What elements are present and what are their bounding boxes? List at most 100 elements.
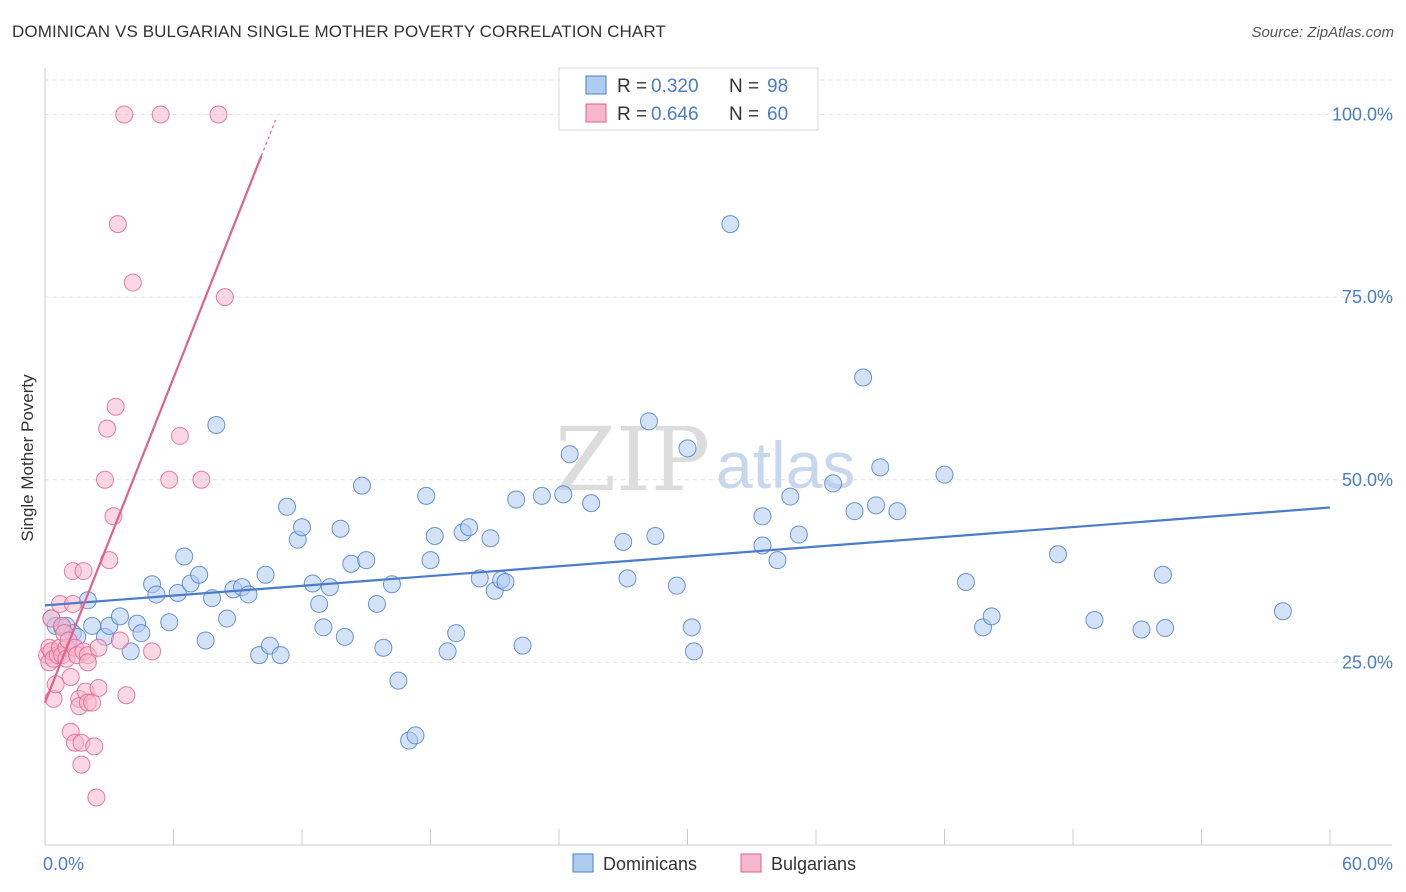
gridlines <box>45 79 1392 663</box>
dominicans-point <box>421 551 440 570</box>
bottom-legend-dominicans: Dominicans <box>603 854 697 874</box>
bulgarians-point <box>160 470 179 489</box>
dominicans-point <box>147 585 166 604</box>
legend-n-value-bulgarians: 60 <box>767 104 788 125</box>
dominicans-point <box>335 627 354 646</box>
dominicans-point <box>678 439 697 458</box>
y-tick-label: 50.0% <box>1342 470 1393 490</box>
dominicans-point <box>168 583 187 602</box>
dominicans-point <box>218 609 237 628</box>
bulgarians-point <box>74 562 93 581</box>
bulgarians-point <box>115 105 134 124</box>
bottom-legend-bulgarians: Bulgarians <box>771 854 856 874</box>
bulgarians-point <box>108 215 127 234</box>
watermark: ZIP atlas <box>555 408 855 511</box>
y-tick-label: 100.0% <box>1332 105 1393 125</box>
bulgarians-point <box>72 755 91 774</box>
dominicans-point <box>753 507 772 526</box>
dominicans-point <box>175 547 194 566</box>
bottom-legend: Dominicans Bulgarians <box>572 853 856 874</box>
watermark-zip: ZIP <box>555 408 710 511</box>
dominicans-point <box>866 496 885 515</box>
dominicans-point <box>293 518 311 537</box>
dominicans-point <box>331 519 350 538</box>
bulgarians-trend-line <box>43 155 263 703</box>
dominicans-point <box>367 594 386 613</box>
bulgarians-point <box>95 470 114 489</box>
dominicans-point <box>639 412 658 431</box>
legend-r-value-dominicans: 0.320 <box>651 76 699 97</box>
bulgarians-point <box>110 631 129 650</box>
dominicans-point <box>682 618 701 637</box>
dominicans-point <box>160 613 179 632</box>
bottom-legend-swatch-bulgarians <box>740 853 762 873</box>
source-label: Source: ZipAtlas.com <box>1251 24 1394 41</box>
dominicans-point <box>789 525 808 544</box>
legend-swatch-dominicans <box>585 75 607 95</box>
axes <box>44 68 1392 846</box>
dominicans-point <box>871 458 890 477</box>
bulgarians-point <box>209 105 228 124</box>
dominicans-point <box>190 565 209 584</box>
bulgarians-point <box>85 737 104 756</box>
dominicans-trend-line <box>44 506 1331 607</box>
dominicans-point <box>352 476 371 495</box>
dominicans-point <box>1273 602 1292 621</box>
dominicans-point <box>357 551 376 570</box>
dominicans-point <box>196 631 215 650</box>
bulgarians-point <box>215 288 234 307</box>
y-tick-label: 25.0% <box>1342 652 1393 672</box>
dominicans-point <box>888 502 907 521</box>
dominicans-point <box>582 494 601 513</box>
bulgarians-point <box>170 426 189 445</box>
bulgarians-point <box>106 397 125 416</box>
dominicans-point <box>207 415 226 434</box>
dominicans-point <box>374 638 393 657</box>
bulgarians-trend-extension <box>260 117 277 157</box>
chart-title: DOMINICAN VS BULGARIAN SINGLE MOTHER POV… <box>12 22 666 41</box>
dominicans-points <box>42 215 1292 750</box>
dominicans-point <box>560 445 579 464</box>
dominicans-point <box>507 490 526 509</box>
bulgarians-point <box>151 105 170 124</box>
dominicans-point <box>447 624 466 643</box>
dominicans-point <box>614 532 633 551</box>
dominicans-point <box>768 551 787 570</box>
bulgarians-point <box>143 642 162 661</box>
bulgarians-point <box>89 678 108 697</box>
dominicans-point <box>438 642 457 661</box>
dominicans-point <box>667 576 686 595</box>
dominicans-point <box>1156 619 1175 638</box>
dominicans-point <box>618 569 637 588</box>
dominicans-point <box>460 518 479 537</box>
bulgarians-point <box>87 788 106 807</box>
dominicans-point <box>646 527 665 546</box>
dominicans-point <box>314 618 333 637</box>
dominicans-point <box>824 474 843 493</box>
dominicans-point <box>110 607 129 626</box>
bulgarians-point <box>192 470 211 489</box>
dominicans-point <box>935 465 954 484</box>
legend-r-label-bulgarians: R = <box>617 104 647 125</box>
dominicans-point <box>132 624 151 643</box>
legend-n-value-dominicans: 98 <box>767 76 788 97</box>
dominicans-point <box>121 642 140 661</box>
dominicans-point <box>256 565 275 584</box>
legend-box: R = 0.320 N = 98 R = 0.646 N = 60 <box>558 67 819 131</box>
dominicans-point <box>982 607 1001 626</box>
y-tick-labels: 25.0% 50.0% 75.0% 100.0% <box>1332 105 1393 673</box>
dominicans-point <box>1085 611 1104 630</box>
dominicans-point <box>425 527 444 546</box>
dominicans-point <box>1049 545 1068 564</box>
legend-r-label-dominicans: R = <box>617 76 647 97</box>
dominicans-point <box>278 497 297 516</box>
bulgarians-point <box>117 686 136 705</box>
dominicans-point <box>532 486 551 505</box>
legend-n-label-bulgarians: N = <box>729 104 759 125</box>
dominicans-point <box>845 502 864 521</box>
y-tick-label: 75.0% <box>1342 287 1393 307</box>
dominicans-point <box>956 573 975 592</box>
dominicans-point <box>1132 620 1151 639</box>
dominicans-point <box>513 636 532 655</box>
